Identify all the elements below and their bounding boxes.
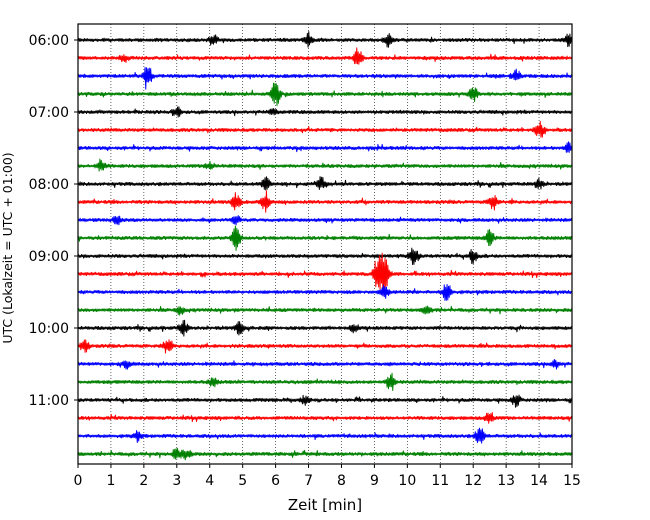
x-tick-label: 13 xyxy=(497,473,515,489)
trace-row xyxy=(77,141,573,153)
y-tick-label: 10:00 xyxy=(29,321,69,337)
trace-row xyxy=(77,412,573,424)
x-tick-label: 12 xyxy=(464,473,482,489)
trace-row xyxy=(77,394,573,408)
x-tick-label: 1 xyxy=(106,473,115,489)
trace-row xyxy=(77,372,573,391)
x-axis-ticks: 0 1 2 3 4 5 6 7 8 9 10 11 12 13 14 15 xyxy=(74,464,581,489)
y-tick-label: 06:00 xyxy=(29,33,69,49)
x-tick-label: 5 xyxy=(238,473,247,489)
trace-row xyxy=(77,120,573,138)
x-tick-label: 14 xyxy=(530,473,548,489)
x-tick-label: 15 xyxy=(563,473,581,489)
trace-row xyxy=(77,67,573,90)
y-tick-label: 11:00 xyxy=(29,393,69,409)
x-axis-label: Zeit [min] xyxy=(288,496,362,514)
vertical-gridlines xyxy=(110,24,540,464)
trace-row xyxy=(77,176,573,191)
y-tick-label: 08:00 xyxy=(29,177,69,193)
trace-row xyxy=(77,358,573,370)
x-tick-label: 8 xyxy=(337,473,346,489)
trace-row xyxy=(77,447,573,461)
plot-frame xyxy=(77,23,573,465)
trace-row xyxy=(77,190,573,213)
x-tick-label: 2 xyxy=(139,473,148,489)
y-axis-ticks: 06:00 07:00 08:00 09:00 10:00 11:00 xyxy=(29,33,78,409)
trace-row xyxy=(77,106,573,118)
trace-row xyxy=(77,339,573,354)
trace-row xyxy=(77,158,573,172)
x-tick-label: 3 xyxy=(172,473,181,489)
x-tick-label: 4 xyxy=(205,473,214,489)
trace-row xyxy=(77,215,573,226)
trace-row xyxy=(77,247,573,265)
y-axis-label: UTC (Lokalzeit = UTC + 01:00) xyxy=(0,152,15,343)
trace-row xyxy=(77,252,573,296)
seismogram-traces xyxy=(77,31,573,461)
trace-row xyxy=(77,427,573,444)
trace-row xyxy=(77,305,573,316)
x-tick-label: 0 xyxy=(74,473,83,489)
x-tick-label: 11 xyxy=(431,473,449,489)
x-tick-label: 10 xyxy=(398,473,416,489)
x-tick-label: 9 xyxy=(370,473,379,489)
x-tick-label: 7 xyxy=(304,473,313,489)
x-tick-label: 6 xyxy=(271,473,280,489)
trace-row xyxy=(77,31,573,48)
trace-row xyxy=(77,284,573,301)
trace-row xyxy=(77,225,573,251)
y-tick-label: 09:00 xyxy=(29,249,69,265)
y-tick-label: 07:00 xyxy=(29,105,69,121)
trace-row xyxy=(77,47,573,65)
trace-row xyxy=(77,82,573,107)
trace-row xyxy=(77,319,573,337)
